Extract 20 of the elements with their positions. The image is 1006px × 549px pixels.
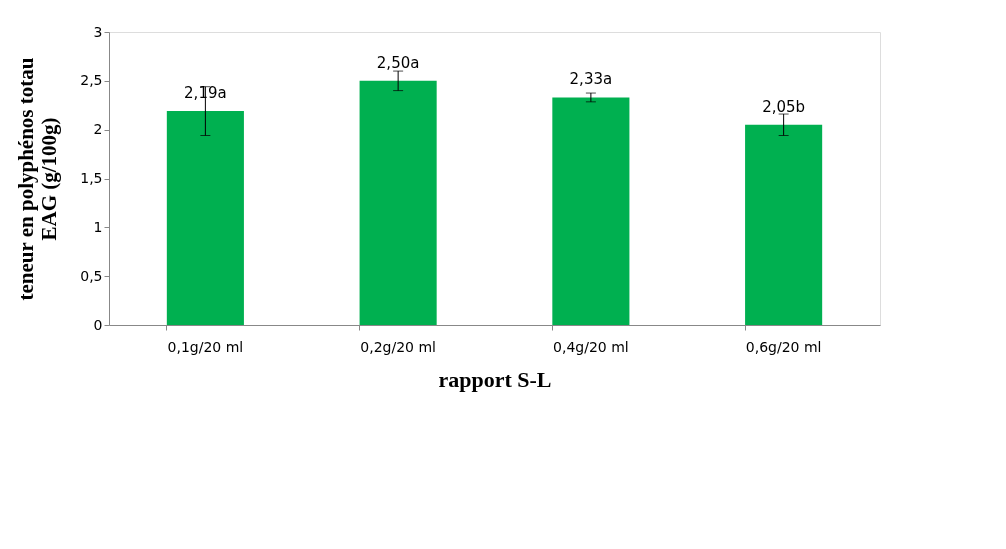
x-tick-label: 0,1g/20 ml — [167, 338, 244, 355]
y-tick-label: 3 — [93, 23, 103, 40]
data-label: 2,50a — [376, 53, 420, 72]
data-label: 2,33a — [569, 70, 613, 89]
bar — [552, 97, 630, 325]
bar — [359, 80, 437, 325]
y-tick-label: 2 — [93, 121, 103, 138]
data-label: 2,05b — [762, 97, 806, 116]
y-tick-label: 1,5 — [80, 170, 103, 186]
x-axis-title: rapport S-L — [438, 366, 552, 392]
y-tick-label: 0,5 — [80, 267, 103, 284]
bar — [745, 124, 823, 325]
y-tick-label: 0 — [93, 316, 103, 333]
bar — [166, 111, 244, 325]
y-tick-label: 2,5 — [80, 72, 103, 89]
y-tick-label: 1 — [93, 218, 103, 235]
x-tick-label: 0,2g/20 ml — [360, 338, 436, 355]
x-tick-label: 0,6g/20 ml — [745, 338, 822, 355]
x-tick-label: 0,4g/20 ml — [553, 338, 629, 355]
y-axis-title: teneur en polyphénos totau EAG (g/100g) — [14, 57, 62, 301]
